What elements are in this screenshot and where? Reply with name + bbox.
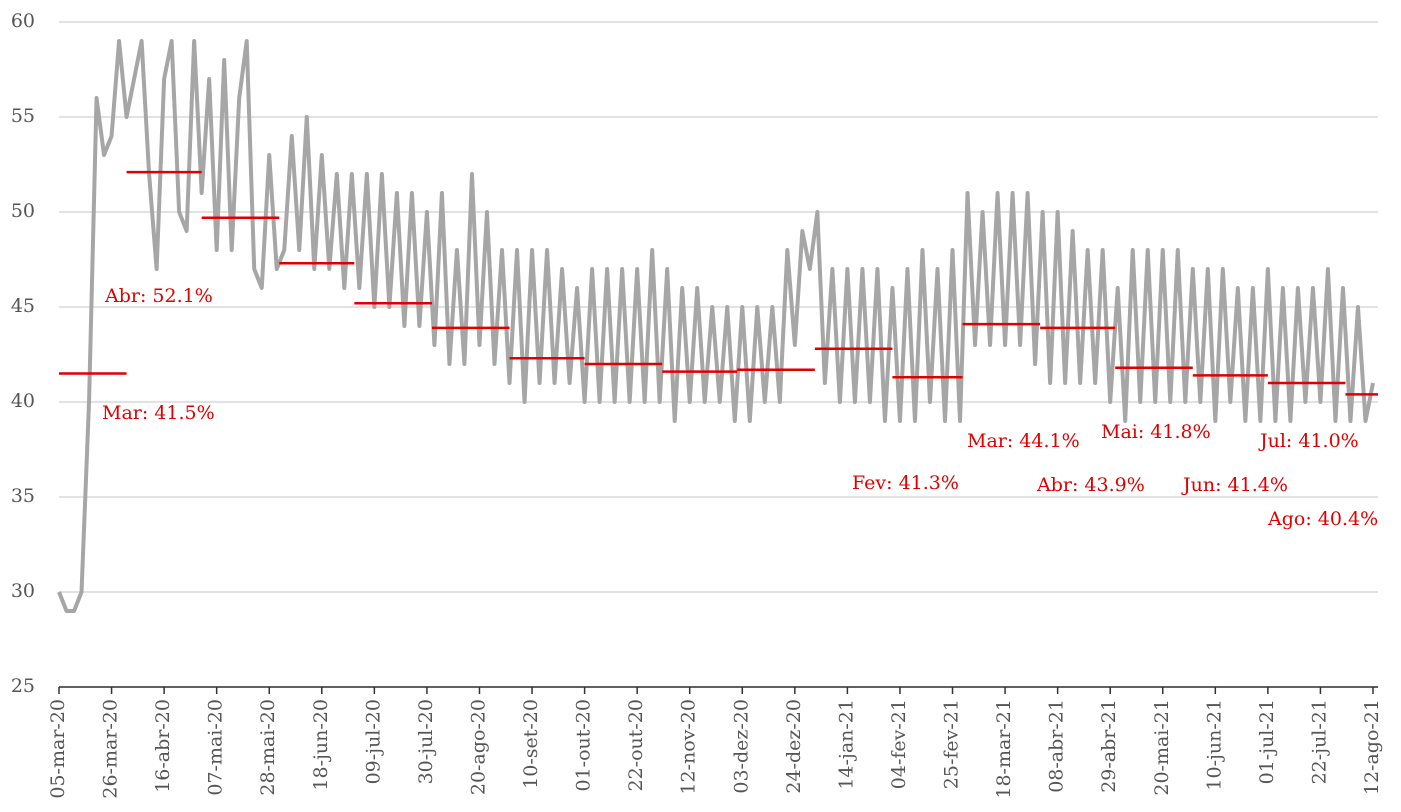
y-tick-label: 35 bbox=[11, 485, 35, 507]
x-tick-label: 01-out-20 bbox=[573, 699, 595, 792]
x-tick-label: 18-jun-20 bbox=[310, 699, 332, 791]
y-tick-label: 45 bbox=[11, 295, 35, 317]
x-tick-label: 07-mai-20 bbox=[205, 699, 227, 796]
x-tick-label: 24-dez-20 bbox=[783, 699, 805, 794]
y-tick-label: 30 bbox=[11, 580, 35, 602]
x-tick-label: 14-jan-21 bbox=[835, 699, 857, 790]
average-label: Mar: 41.5% bbox=[102, 402, 215, 424]
y-tick-label: 55 bbox=[11, 105, 35, 127]
x-tick-label: 18-mar-21 bbox=[993, 699, 1015, 799]
x-tick-label: 30-jul-20 bbox=[415, 699, 437, 784]
y-tick-label: 25 bbox=[11, 675, 35, 697]
x-tick-label: 20-ago-20 bbox=[467, 699, 489, 795]
x-tick-label: 25-fev-21 bbox=[941, 699, 963, 789]
average-label: Jun: 41.4% bbox=[1181, 474, 1288, 496]
x-tick-label: 16-abr-20 bbox=[152, 699, 174, 793]
y-tick-label: 40 bbox=[11, 390, 35, 412]
x-tick-label: 04-fev-21 bbox=[888, 699, 910, 789]
x-tick-label: 22-out-20 bbox=[625, 699, 647, 792]
average-label: Mar: 44.1% bbox=[967, 430, 1080, 452]
x-tick-label: 22-jul-21 bbox=[1308, 699, 1330, 784]
x-tick-label: 05-mar-20 bbox=[47, 699, 69, 799]
x-tick-label: 26-mar-20 bbox=[100, 699, 122, 799]
average-label: Abr: 52.1% bbox=[104, 285, 213, 307]
x-tick-label: 03-dez-20 bbox=[730, 699, 752, 794]
y-tick-label: 60 bbox=[11, 10, 35, 32]
x-tick-label: 01-jul-21 bbox=[1256, 699, 1278, 784]
x-tick-label: 09-jul-20 bbox=[362, 699, 384, 784]
x-tick-label: 12-ago-21 bbox=[1361, 699, 1383, 795]
average-label: Abr: 43.9% bbox=[1036, 474, 1145, 496]
x-tick-label: 10-jun-21 bbox=[1203, 699, 1225, 791]
x-tick-label: 28-mai-20 bbox=[257, 699, 279, 796]
average-label: Ago: 40.4% bbox=[1267, 508, 1378, 530]
x-tick-label: 20-mai-21 bbox=[1151, 699, 1173, 796]
x-tick-label: 10-set-20 bbox=[520, 699, 542, 789]
average-label: Jul: 41.0% bbox=[1258, 430, 1359, 452]
average-label: Fev: 41.3% bbox=[852, 472, 959, 494]
line-series bbox=[57, 39, 1375, 613]
x-tick-label: 12-nov-20 bbox=[678, 699, 700, 795]
x-tick-label: 08-abr-21 bbox=[1046, 699, 1068, 793]
y-tick-label: 50 bbox=[11, 200, 35, 222]
x-tick-label: 29-abr-21 bbox=[1098, 699, 1120, 793]
average-label: Mai: 41.8% bbox=[1101, 421, 1211, 443]
